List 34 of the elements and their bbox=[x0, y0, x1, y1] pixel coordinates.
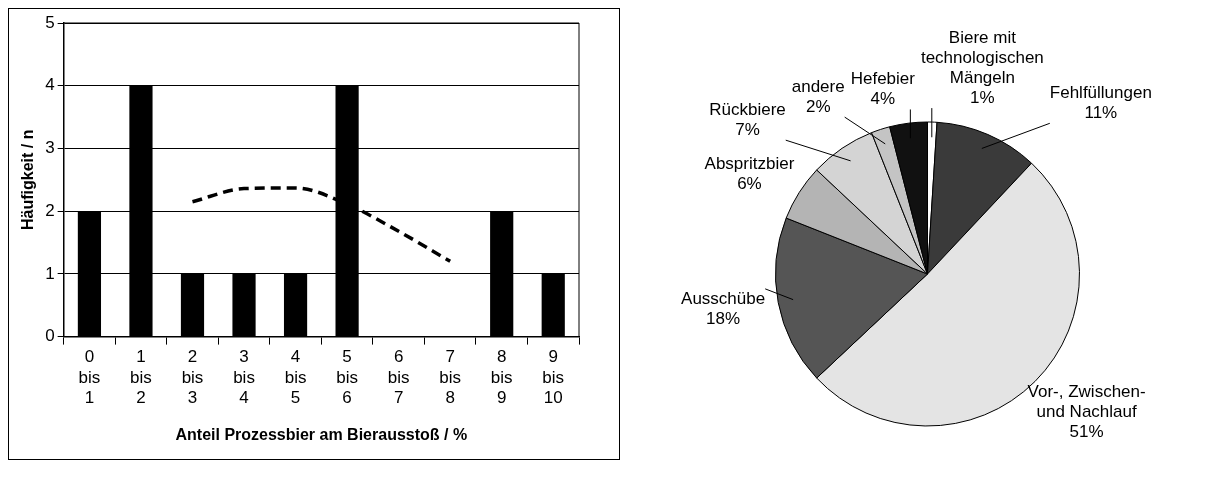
data-label: 6% bbox=[737, 174, 762, 194]
y-tick-label: 1 bbox=[45, 263, 55, 283]
slice-label: Vor-, Zwischen- und Nachlauf bbox=[1027, 382, 1146, 422]
data-label: 7% bbox=[735, 119, 760, 139]
data-label: 51% bbox=[1069, 422, 1104, 442]
data-label: 18% bbox=[706, 308, 741, 328]
y-tick-label: 0 bbox=[45, 326, 55, 346]
x-tick-label: 4 bis 5 bbox=[284, 347, 307, 408]
y-tick-label: 2 bbox=[45, 200, 55, 220]
x-axis-title: Anteil Prozessbier am Bierausstoß / % bbox=[175, 425, 468, 443]
data-label: 11% bbox=[1084, 102, 1118, 122]
data-label: 1% bbox=[970, 87, 995, 107]
slice-label: Biere mit technologischen Mängeln bbox=[920, 27, 1044, 87]
x-tick-label: 1 bis 2 bbox=[130, 347, 152, 408]
x-tick-label: 9 bis 10 bbox=[542, 347, 565, 408]
x-tick-label: 7 bis 8 bbox=[439, 347, 462, 408]
x-tick-label: 8 bis 9 bbox=[490, 347, 513, 408]
x-tick-label: 6 bis 7 bbox=[387, 347, 410, 408]
y-tick-label: 5 bbox=[45, 12, 55, 32]
y-axis-title: Häufigkeit / n bbox=[19, 129, 37, 231]
slice-label: Rückbiere bbox=[709, 99, 786, 119]
x-tick-label: 3 bis 4 bbox=[233, 347, 255, 408]
y-tick-label: 3 bbox=[45, 138, 55, 158]
slice-label: andere bbox=[791, 76, 845, 96]
data-label: 2% bbox=[805, 96, 831, 116]
slice-label: Abspritzbier bbox=[704, 154, 795, 174]
slice-label: Hefebier bbox=[850, 69, 916, 89]
x-tick-label: 2 bis 3 bbox=[181, 347, 204, 408]
x-tick-label: 0 bis 1 bbox=[78, 347, 101, 408]
x-tick-label: 5 bis 6 bbox=[336, 347, 358, 408]
data-label: 4% bbox=[870, 89, 896, 109]
slice-label: Fehlfüllungen bbox=[1049, 82, 1152, 102]
slice-label: Ausschübe bbox=[681, 288, 766, 308]
y-tick-label: 4 bbox=[45, 75, 55, 95]
